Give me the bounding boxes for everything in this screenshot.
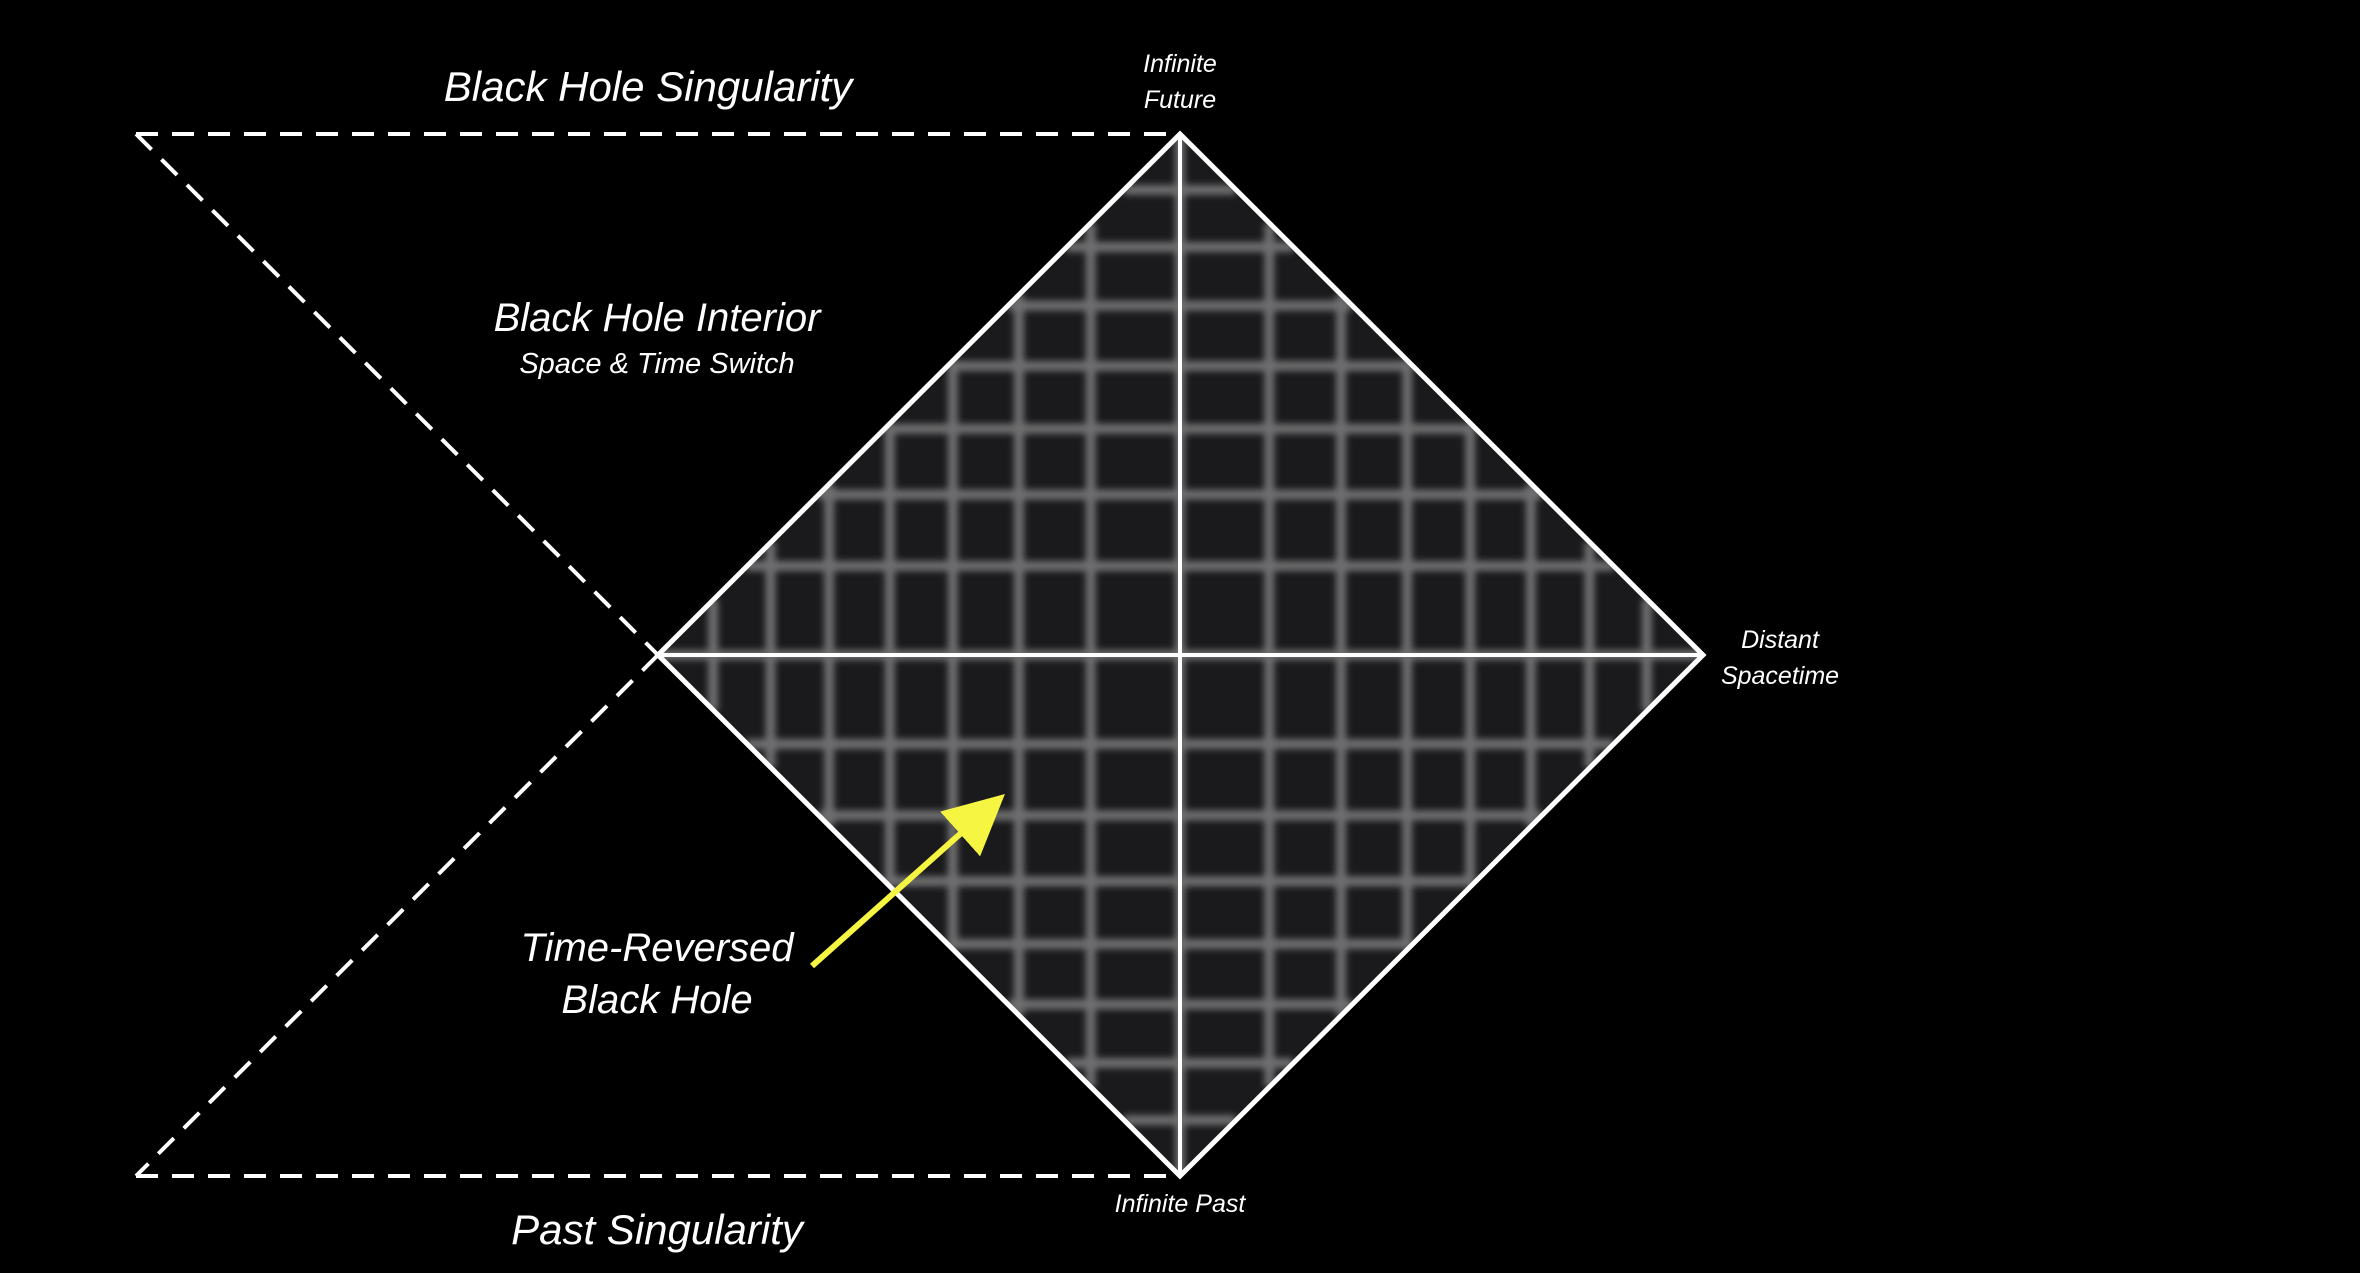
time-reversed-label-line1: Time-Reversed xyxy=(520,926,795,970)
space-time-switch-label: Space & Time Switch xyxy=(519,348,794,380)
distant-spacetime-label-line1: Distant xyxy=(1741,626,1820,654)
past-singularity-label: Past Singularity xyxy=(511,1206,806,1253)
infinite-future-label-line1: Infinite xyxy=(1143,50,1217,78)
black-hole-interior-label: Black Hole Interior xyxy=(494,296,822,340)
infinite-future-label-line2: Future xyxy=(1144,86,1216,114)
distant-spacetime-label-line2: Spacetime xyxy=(1721,662,1839,690)
dashed-region-outline xyxy=(134,132,1180,1178)
time-reversed-label-line2: Black Hole xyxy=(561,978,752,1022)
future-horizon-dashed xyxy=(134,132,660,657)
infinite-past-label: Infinite Past xyxy=(1115,1190,1247,1218)
black-hole-singularity-label: Black Hole Singularity xyxy=(444,63,856,110)
yellow-arrow xyxy=(810,794,1005,969)
past-horizon-dashed xyxy=(134,653,660,1178)
